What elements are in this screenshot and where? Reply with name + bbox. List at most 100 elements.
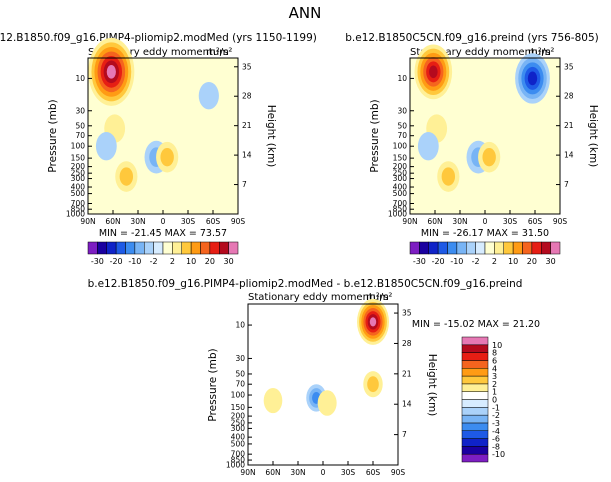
- panel-1-subtitle: Stationary eddy momentum: [88, 47, 229, 58]
- panel-2-ylabel: Pressure (mb): [369, 99, 381, 172]
- p2-colorbar-swatch: [437, 241, 448, 255]
- p1-colorbar-swatch: [181, 241, 192, 255]
- p2-colorbar-label: 2: [492, 257, 497, 266]
- p2-colorbar-label: -30: [413, 257, 426, 266]
- p1-y-tick-label: 70: [75, 131, 85, 140]
- p3-colorbar-label: 6: [492, 356, 497, 365]
- p3-colorbar-swatch: [461, 352, 489, 361]
- p3-y-tick-label: 400: [231, 433, 246, 442]
- p3-colorbar-swatch: [461, 399, 489, 408]
- p3-y-tick-label: 250: [231, 418, 246, 427]
- p1-contour-2-1: [119, 167, 134, 186]
- p1-contour-6-0: [95, 132, 117, 161]
- panel-3-shading: [263, 298, 389, 416]
- p3-colorbar-label: 10: [492, 341, 502, 350]
- p3-x-tick-label: 0: [321, 468, 326, 477]
- p2-colorbar-swatch: [456, 241, 467, 255]
- p1-colorbar-swatch: [134, 241, 145, 255]
- p1-colorbar-swatch: [162, 241, 173, 255]
- p2-y-tick-label: 50: [397, 121, 407, 130]
- panel-3-stats: MIN = -15.02 MAX = 21.20: [412, 319, 540, 330]
- panel-1-colorbar: -30 -20 -10 -2 2 10 20 30: [87, 241, 239, 266]
- p3-y-tick-label: 500: [231, 439, 246, 448]
- p1-colorbar-label: -10: [128, 257, 141, 266]
- p2-colorbar-label: 10: [508, 257, 518, 266]
- p3-colorbar-label: 2: [492, 380, 497, 389]
- p3-colorbar-label: 3: [492, 372, 497, 381]
- p3-y-right-tick-label: 35: [402, 309, 412, 318]
- p3-colorbar-swatch: [461, 430, 489, 439]
- p1-y-tick-label: 10: [75, 74, 85, 83]
- p2-colorbar-swatch: [466, 241, 476, 255]
- p3-contour-4-0: [317, 390, 337, 416]
- p1-colorbar-swatch: [153, 241, 164, 255]
- p3-colorbar-label: 8: [492, 349, 497, 358]
- p3-colorbar-label: -2: [492, 411, 500, 420]
- p2-colorbar-swatch: [503, 241, 514, 255]
- panel-3-subtitle: Stationary eddy momentum: [248, 292, 389, 303]
- p3-y-tick-label: 850: [231, 456, 246, 465]
- p2-y-right-tick-label: 7: [564, 180, 569, 189]
- p3-y-right-tick-label: 21: [402, 369, 412, 378]
- p3-colorbar-swatch: [461, 438, 489, 447]
- p3-colorbar-swatch: [461, 414, 489, 424]
- panel-1-title: b.e12.B1850.f09_g16.PIMP4-pliomip2.modMe…: [0, 32, 317, 44]
- p1-y-tick-label: 250: [71, 169, 86, 178]
- p1-colorbar-swatch: [200, 241, 211, 255]
- p2-colorbar-swatch: [447, 241, 458, 255]
- panel-2-stats: MIN = -26.17 MAX = 31.50: [421, 228, 549, 239]
- p3-colorbar-swatch: [461, 375, 489, 385]
- p1-colorbar-label: 30: [224, 257, 234, 266]
- p3-contour-0-6: [369, 317, 377, 327]
- p2-colorbar-label: -10: [450, 257, 463, 266]
- p2-y-tick-label: 150: [393, 154, 408, 163]
- p3-y-tick-label: 100: [231, 391, 246, 400]
- p1-contour-0-6: [106, 65, 116, 79]
- p1-x-tick-label: 90N: [80, 217, 95, 226]
- p3-x-tick-label: 60N: [265, 468, 280, 477]
- p3-colorbar-label: -8: [492, 442, 500, 451]
- p3-colorbar-swatch: [461, 360, 489, 369]
- p3-x-tick-label: 30S: [341, 468, 356, 477]
- p3-colorbar-swatch: [461, 368, 489, 377]
- panel-2-units: m²/s²: [528, 47, 554, 58]
- p3-y-tick-label: 150: [231, 403, 246, 412]
- p1-colorbar-label: 20: [205, 257, 215, 266]
- panel-1-stats: MIN = -21.45 MAX = 73.57: [99, 228, 227, 239]
- p2-contour-0-5: [429, 65, 438, 79]
- panel-1-shading: [88, 37, 219, 192]
- p1-x-tick-label: 0: [161, 217, 166, 226]
- p2-y-tick-label: 700: [393, 199, 408, 208]
- p1-y-tick-label: 30: [75, 106, 85, 115]
- p3-contour-1-1: [367, 376, 379, 393]
- panel-3-ylabel: Pressure (mb): [207, 348, 219, 421]
- p2-colorbar-label: 20: [527, 257, 537, 266]
- p3-x-tick-label: 90N: [240, 468, 255, 477]
- p2-colorbar-swatch: [475, 241, 486, 255]
- p2-x-tick-label: 60S: [528, 217, 543, 226]
- p2-y-tick-label: 30: [397, 106, 407, 115]
- p3-x-tick-label: 60S: [366, 468, 381, 477]
- p2-colorbar-swatch: [494, 241, 504, 255]
- p1-y-tick-label: 150: [71, 154, 86, 163]
- p1-colorbar-swatch: [115, 241, 126, 255]
- p3-y-right-tick-label: 28: [402, 339, 412, 348]
- panel-1-axes: 90N 60N 30N 0 30S 60S 90S103050701001502002503…: [66, 62, 252, 226]
- p1-y-tick-label: 200: [71, 162, 86, 171]
- p3-colorbar-label: 4: [492, 364, 497, 373]
- p1-y-right-tick-label: 28: [242, 92, 252, 101]
- panel-2: b.e12.B1850C5CN.f09_g16.preind (yrs 756-…: [345, 32, 599, 266]
- p1-contour-5-0: [198, 82, 219, 110]
- p2-y-tick-label: 10: [397, 74, 407, 83]
- p3-colorbar-swatch: [461, 446, 489, 455]
- p3-y-tick-label: 700: [231, 450, 246, 459]
- p2-colorbar-swatch: [522, 241, 533, 255]
- p1-colorbar-label: -2: [150, 257, 158, 266]
- p1-colorbar-swatch: [209, 241, 220, 255]
- p2-contour-2-1: [441, 167, 456, 186]
- p3-y-tick-label: 30: [235, 354, 245, 363]
- p1-colorbar-swatch: [106, 241, 117, 255]
- p3-colorbar-swatch: [461, 344, 489, 353]
- p3-y-tick-label: 200: [231, 412, 246, 421]
